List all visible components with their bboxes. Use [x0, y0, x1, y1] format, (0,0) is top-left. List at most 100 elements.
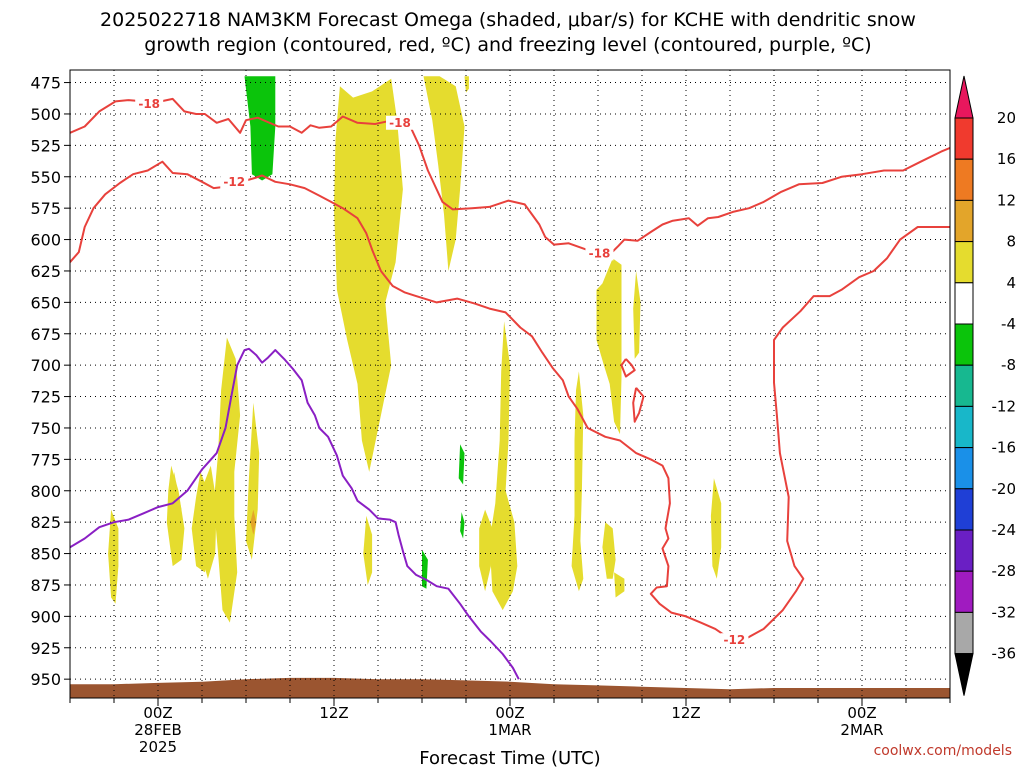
y-tick-label: 475 — [30, 74, 61, 93]
x-tick-sublabel: 2MAR — [840, 721, 883, 739]
colorbar: 20 16 12 8 4 -4 -8 -12 -16 -20 -24 -28 -32 -36 — [954, 75, 1017, 696]
colorbar-segment — [954, 405, 974, 449]
omega-region — [250, 509, 257, 535]
colorbar-label: 4 — [1006, 274, 1016, 292]
colorbar-label: -20 — [992, 480, 1017, 498]
omega-region — [633, 271, 641, 359]
x-tick-label: 00Z — [143, 704, 172, 722]
y-tick-label: 600 — [30, 231, 61, 250]
colorbar-segment — [954, 447, 974, 490]
contour-label-bg — [720, 633, 749, 648]
omega-region — [363, 515, 373, 585]
y-tick-label: 525 — [30, 136, 61, 155]
contour-label: -12 — [724, 633, 746, 647]
y-axis: 475 500 525 550 575 600 625 650 675 700 725 750 775 8… — [30, 74, 70, 689]
freezing-level-contour — [70, 347, 520, 680]
omega-region — [458, 444, 465, 485]
plot-frame — [69, 69, 951, 699]
y-tick-label: 925 — [30, 639, 61, 658]
colorbar-label: -24 — [992, 521, 1017, 539]
colorbar-segment — [954, 158, 974, 201]
chart-title-line1: 2025022718 NAM3KM Forecast Omega (shaded… — [100, 9, 916, 31]
y-tick-label: 800 — [30, 482, 61, 501]
contour-label: -18 — [389, 116, 411, 130]
omega-region — [710, 478, 722, 579]
omega-region — [422, 549, 428, 589]
omega-region — [246, 402, 260, 560]
x-tick-label: 00Z — [495, 704, 524, 722]
y-tick-label: 725 — [30, 388, 61, 407]
colorbar-segment — [954, 570, 974, 613]
colorbar-segment — [954, 117, 974, 160]
omega-region — [423, 76, 465, 271]
dgz-contour — [70, 97, 950, 256]
contour-label-layer: -18 -18 -12 -18 -12 — [135, 96, 749, 648]
y-tick-label: 625 — [30, 262, 61, 281]
grid-layer — [70, 70, 950, 698]
colorbar-segment — [954, 199, 974, 243]
y-tick-label: 575 — [30, 199, 61, 218]
colorbar-label: 16 — [997, 150, 1016, 168]
x-tick-sublabel: 28FEB — [134, 721, 181, 739]
colorbar-label: -8 — [1001, 356, 1016, 374]
contour-label-bg — [585, 246, 614, 261]
x-tick-sublabel: 1MAR — [488, 721, 531, 739]
y-tick-label: 950 — [30, 670, 61, 689]
omega-shading-layer — [108, 76, 722, 623]
x-tick-sublabel: 2025 — [139, 738, 177, 756]
colorbar-label: -28 — [992, 562, 1017, 580]
colorbar-label: -12 — [992, 397, 1017, 415]
y-tick-label: 900 — [30, 607, 61, 626]
omega-region — [213, 337, 241, 623]
omega-region — [334, 78, 403, 472]
contour-label-bg — [386, 115, 414, 130]
colorbar-segment — [954, 241, 974, 284]
omega-region — [571, 371, 584, 592]
omega-region — [108, 509, 119, 604]
colorbar-segment — [954, 282, 974, 325]
y-tick-label: 750 — [30, 419, 61, 438]
omega-region — [460, 512, 465, 539]
colorbar-label: 8 — [1006, 233, 1016, 251]
omega-region — [596, 258, 622, 435]
contour-label: -12 — [223, 175, 245, 189]
contour-label: -18 — [589, 246, 611, 260]
colorbar-segment — [954, 611, 974, 655]
y-tick-label: 500 — [30, 105, 61, 124]
colorbar-label: 12 — [997, 191, 1016, 209]
colorbar-segment — [954, 323, 974, 366]
omega-region — [614, 572, 625, 598]
terrain-fill — [70, 677, 950, 698]
colorbar-label: 20 — [997, 109, 1016, 127]
omega-region — [602, 522, 616, 579]
y-tick-label: 875 — [30, 576, 61, 595]
y-tick-label: 825 — [30, 513, 61, 532]
colorbar-segment — [954, 529, 974, 572]
y-tick-label: 775 — [30, 450, 61, 469]
omega-region — [479, 509, 493, 592]
y-tick-label: 675 — [30, 325, 61, 344]
colorbar-bottom-arrow — [954, 653, 974, 696]
colorbar-label: -36 — [992, 645, 1017, 663]
contour-label-bg — [135, 96, 164, 111]
omega-region — [244, 76, 276, 181]
contour-label-bg — [220, 174, 249, 189]
x-tick-label: 00Z — [847, 704, 876, 722]
x-tick-label: 12Z — [671, 704, 700, 722]
colorbar-label: -16 — [992, 439, 1017, 457]
colorbar-segment — [954, 488, 974, 531]
x-tick-label: 12Z — [319, 704, 348, 722]
omega-region — [191, 471, 211, 573]
y-tick-label: 550 — [30, 168, 61, 187]
colorbar-segment — [954, 364, 974, 407]
chart-title-line2: growth region (contoured, red, ºC) and f… — [144, 34, 871, 56]
omega-region — [464, 76, 469, 93]
omega-region — [489, 321, 518, 611]
credit-text: coolwx.com/models — [874, 743, 1012, 759]
colorbar-label: -4 — [1001, 315, 1016, 333]
y-tick-label: 700 — [30, 356, 61, 375]
y-tick-label: 650 — [30, 293, 61, 312]
omega-region — [171, 471, 182, 548]
